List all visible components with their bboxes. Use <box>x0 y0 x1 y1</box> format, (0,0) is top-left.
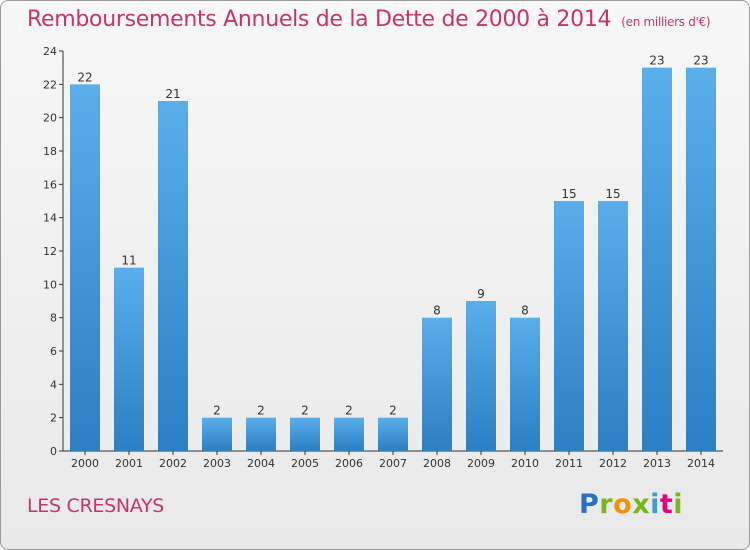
proxiti-logo: Proxiti <box>579 489 684 520</box>
data-label-2011: 15 <box>561 187 576 201</box>
x-tick-label-2000: 2000 <box>71 457 99 470</box>
y-tick-label: 6 <box>50 345 57 358</box>
x-tick-label-2011: 2011 <box>555 457 583 470</box>
x-tick-label-2006: 2006 <box>335 457 363 470</box>
y-tick-label: 10 <box>43 278 57 291</box>
data-label-2004: 2 <box>257 404 265 418</box>
data-label-2006: 2 <box>345 404 353 418</box>
x-tick-label-2013: 2013 <box>643 457 671 470</box>
x-tick-label-2010: 2010 <box>511 457 539 470</box>
data-label-2000: 22 <box>77 70 92 84</box>
x-tick-label-2002: 2002 <box>159 457 187 470</box>
bar-2014 <box>686 67 716 452</box>
chart-title: Remboursements Annuels de la Dette de 20… <box>27 7 711 32</box>
bar-2005 <box>290 417 320 451</box>
y-tick-label: 0 <box>50 445 57 458</box>
data-label-2002: 21 <box>165 87 180 101</box>
x-tick-label-2009: 2009 <box>467 457 495 470</box>
y-tick-label: 20 <box>43 112 57 125</box>
data-label-2010: 8 <box>521 304 529 318</box>
data-label-2005: 2 <box>301 404 309 418</box>
y-tick-label: 8 <box>50 312 57 325</box>
bar-2011 <box>554 201 584 451</box>
x-tick-label-2004: 2004 <box>247 457 275 470</box>
y-tick-label: 16 <box>43 178 57 191</box>
bar-2008 <box>422 317 452 451</box>
bar-2002 <box>158 101 188 451</box>
data-label-2007: 2 <box>389 404 397 418</box>
y-tick-label: 22 <box>43 78 57 91</box>
x-tick-label-2003: 2003 <box>203 457 231 470</box>
bar-2012 <box>598 201 628 451</box>
x-tick-label-2012: 2012 <box>599 457 627 470</box>
x-tick-label-2008: 2008 <box>423 457 451 470</box>
bar-2010 <box>510 317 540 451</box>
data-label-2014: 23 <box>693 54 708 68</box>
data-label-2008: 8 <box>433 304 441 318</box>
bar-2003 <box>202 417 232 451</box>
bar-2013 <box>642 67 672 452</box>
data-label-2003: 2 <box>213 404 221 418</box>
bar-2004 <box>246 417 276 451</box>
data-label-2009: 9 <box>477 287 485 301</box>
bar-2009 <box>466 301 496 451</box>
y-tick-label: 2 <box>50 412 57 425</box>
data-label-2012: 15 <box>605 187 620 201</box>
bar-2001 <box>114 267 144 451</box>
bar-2006 <box>334 417 364 451</box>
x-tick-label-2007: 2007 <box>379 457 407 470</box>
data-label-2013: 23 <box>649 54 664 68</box>
y-tick-label: 4 <box>50 378 57 391</box>
bar-2000 <box>70 84 100 451</box>
x-tick-label-2001: 2001 <box>115 457 143 470</box>
chart-unit: (en milliers d'€) <box>621 15 711 29</box>
commune-name: LES CRESNAYS <box>27 495 165 517</box>
bar-2007 <box>378 417 408 451</box>
x-tick-label-2005: 2005 <box>291 457 319 470</box>
y-tick-label: 24 <box>43 45 57 58</box>
x-tick-label-2014: 2014 <box>687 457 715 470</box>
y-tick-label: 18 <box>43 145 57 158</box>
chart-title-text: Remboursements Annuels de la Dette de 20… <box>27 7 612 32</box>
y-tick-label: 14 <box>43 212 57 225</box>
y-tick-label: 12 <box>43 245 57 258</box>
data-label-2001: 11 <box>121 254 136 268</box>
